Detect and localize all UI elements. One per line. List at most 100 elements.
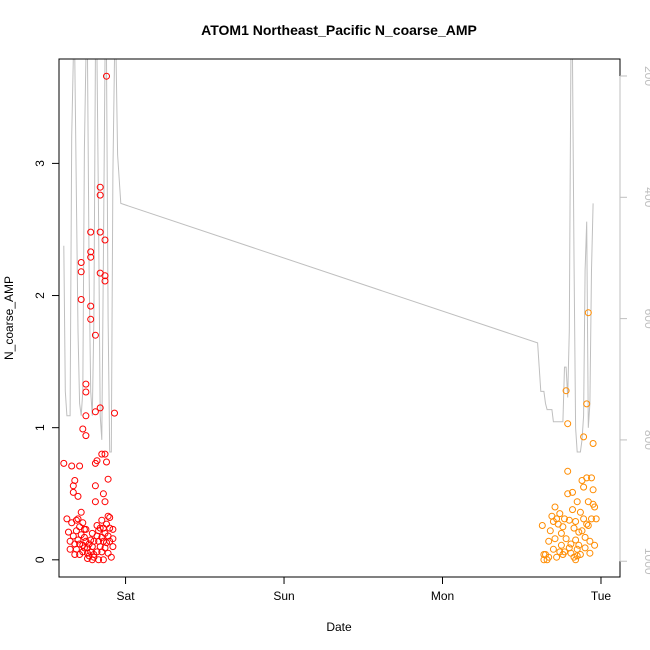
orange-point [580,515,588,523]
red-point [109,525,117,533]
red-point [74,492,82,500]
orange-point [581,544,589,552]
orange-point [565,516,573,524]
red-point [77,296,85,303]
red-point [82,432,90,440]
red-point [93,457,101,465]
red-point [80,544,88,552]
orange-point [557,529,565,537]
orange-point [561,548,568,556]
orange-point [570,524,578,532]
red-point [103,72,110,80]
red-point [72,516,80,524]
red-point [91,498,99,506]
orange-point [580,483,588,491]
orange-point [567,549,575,557]
orange-point [583,400,591,408]
y-tick-label: 0 [33,556,47,563]
orange-point [557,541,565,549]
orange-point [578,527,586,535]
orange-point [592,515,600,523]
orange-point [545,537,553,545]
red-point [104,549,112,557]
orange-point [588,474,595,482]
red-point [65,528,72,536]
red-point [103,458,110,466]
red-point [60,459,68,467]
red-point [93,548,101,556]
y-tick-label: 3 [33,160,47,167]
red-point [87,248,95,256]
red-point [77,508,85,516]
red-point [82,388,90,396]
red-point [68,462,76,470]
chart-title: ATOM1 Northeast_Pacific N_coarse_AMP [201,22,477,38]
orange-point [538,522,546,529]
red-point [98,450,106,458]
red-point [99,556,107,564]
orange-point [572,536,580,544]
orange-point [575,528,583,536]
red-point [87,536,95,544]
x-axis-label: Date [326,620,352,634]
x-tick-label: Mon [431,589,454,603]
altitude-layer [63,59,594,453]
red-point [103,539,110,547]
red-point [69,532,77,540]
red-point [87,302,95,310]
y2-tick-label: 400 [642,187,650,207]
red-point [106,514,114,521]
red-point [82,525,90,533]
red-point [87,315,95,323]
red-point [76,462,84,470]
orange-point [553,553,561,561]
orange-point [559,523,567,531]
red-point [91,482,99,490]
red-point [109,543,117,551]
red-point [87,253,95,261]
x-tick-label: Sun [273,589,294,603]
red-point [101,498,109,506]
red-point [82,380,90,388]
orange-point [561,515,568,523]
red-point [101,450,109,458]
y2-tick-label: 200 [642,66,650,86]
red-point [91,331,99,339]
red-point [79,425,87,433]
orange-point [591,541,599,549]
orange-point [562,387,570,395]
orange-point [564,490,572,498]
orange-point [586,549,594,557]
orange-point [580,433,588,441]
y-axis-label: N_coarse_AMP [2,276,16,360]
orange-point [562,535,570,543]
orange-point [575,541,583,549]
red-point [87,228,95,236]
y2-tick-label: 1000 [642,548,650,575]
altitude-line [63,59,594,453]
red-point [79,519,87,527]
red-point [104,512,112,520]
red-point [74,515,82,523]
y2-tick-label: 600 [642,309,650,329]
y2-tick-label: 800 [642,430,650,450]
red-point [111,409,118,417]
y-axis-right: 200 400 600 800 1000 [619,66,650,575]
red-point [96,191,104,199]
orange-point [589,486,597,494]
orange-point [569,488,576,496]
orange-point [551,535,559,543]
orange-point [591,503,599,511]
orange-point [551,503,559,511]
red-point [106,524,114,532]
red-point [71,477,79,484]
orange-point [573,545,581,553]
orange-point [572,518,580,525]
orange-point [573,552,581,560]
orange-point [588,515,595,523]
red-point [99,490,107,498]
red-point [77,259,85,266]
orange-point [583,474,591,482]
orange-point [576,508,584,516]
